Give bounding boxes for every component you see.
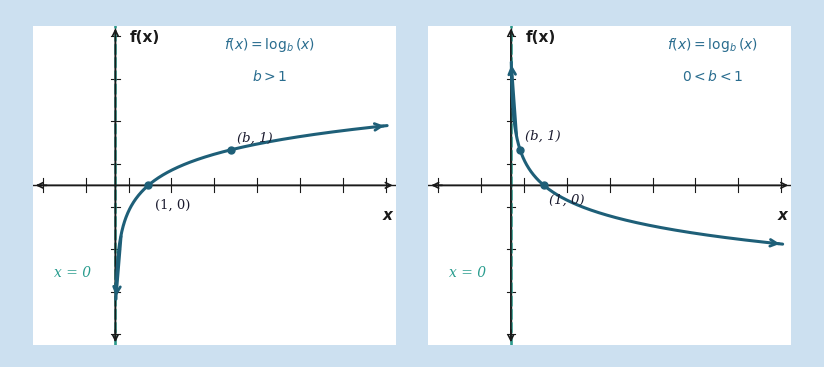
Text: $f(x) = \mathrm{log}_b\,(x)$: $f(x) = \mathrm{log}_b\,(x)$	[667, 36, 758, 54]
Text: x: x	[382, 208, 392, 223]
Text: $0 < b < 1$: $0 < b < 1$	[682, 69, 743, 84]
Text: (1, 0): (1, 0)	[549, 194, 584, 207]
Text: x = 0: x = 0	[54, 266, 91, 280]
Text: (b, 1): (b, 1)	[525, 130, 560, 143]
Text: x = 0: x = 0	[449, 266, 486, 280]
Text: $b > 1$: $b > 1$	[251, 69, 288, 84]
Text: f(x): f(x)	[526, 30, 555, 46]
Text: (1, 0): (1, 0)	[155, 199, 190, 212]
Text: f(x): f(x)	[130, 30, 160, 46]
Text: x: x	[778, 208, 788, 223]
Text: (b, 1): (b, 1)	[237, 131, 273, 145]
Text: $f(x) = \mathrm{log}_b\,(x)$: $f(x) = \mathrm{log}_b\,(x)$	[224, 36, 315, 54]
